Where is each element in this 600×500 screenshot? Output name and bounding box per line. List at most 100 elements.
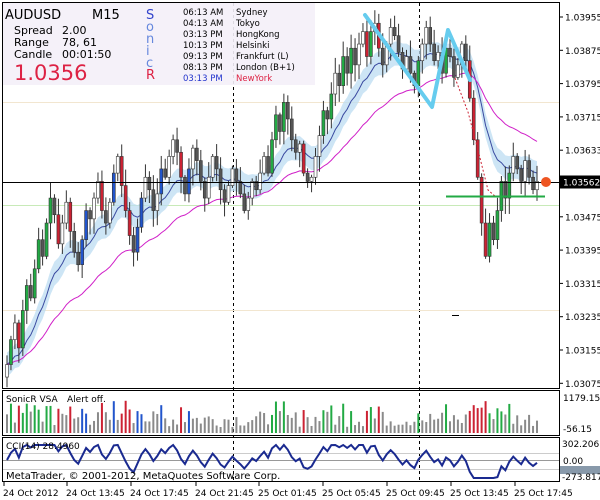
candle — [179, 146, 183, 194]
candle — [293, 133, 298, 160]
vsa-bar — [211, 419, 214, 433]
main-chart-frame — [2, 2, 560, 389]
candle — [115, 153, 120, 182]
vsa-bar — [231, 426, 234, 433]
candle — [369, 19, 373, 65]
market-sessions: 06:13 AM Sydney 04:13 AM Tokyo 03:13 PM HongK… — [183, 8, 295, 84]
vsa-bar — [247, 422, 250, 433]
candle — [40, 229, 45, 266]
session-name: London (B+1) — [236, 63, 295, 73]
time-tick-label: 25 Oct 05:45 — [322, 489, 381, 499]
vsa-bar — [326, 411, 329, 433]
vsa-bar — [464, 414, 467, 433]
signal-dot — [541, 177, 551, 187]
vsa-bar — [480, 407, 483, 433]
vsa-bar — [532, 425, 535, 433]
vsa-bar — [227, 419, 230, 433]
candle — [135, 218, 140, 261]
vsa-bar — [445, 404, 448, 433]
vsa-bar — [476, 408, 479, 433]
session-time: 03:13 PM — [183, 30, 223, 40]
vsa-bar — [61, 413, 64, 433]
vsa-bar — [377, 406, 380, 433]
candle — [258, 159, 262, 194]
vsa-bar — [433, 419, 436, 433]
vsa-bar — [302, 410, 305, 433]
candle — [88, 207, 92, 235]
candle — [432, 29, 436, 66]
candle — [32, 259, 37, 304]
candle — [242, 184, 247, 214]
session-name: Helsinki — [236, 41, 269, 51]
vsa-bar — [346, 426, 349, 433]
candle — [187, 158, 191, 203]
candle — [428, 16, 433, 52]
price-tick-label: 1.03875 — [565, 47, 600, 57]
vsa-bar — [330, 405, 333, 433]
vsa-bar — [456, 419, 459, 433]
candle — [365, 15, 369, 67]
vsa-bar — [9, 403, 12, 433]
session-time: 08:13 PM — [183, 63, 223, 73]
candle — [341, 41, 345, 94]
vsa-bar — [282, 401, 285, 433]
candle — [80, 235, 84, 279]
vsa-bar — [286, 414, 289, 433]
cci-upper-tag — [560, 439, 600, 449]
vsa-bar — [290, 417, 293, 433]
candle — [452, 48, 456, 87]
vsa-bar — [45, 406, 48, 433]
candle — [234, 159, 239, 196]
candle — [424, 20, 429, 60]
candle — [286, 95, 290, 135]
candle — [147, 171, 152, 203]
candle — [218, 157, 223, 205]
candle — [191, 144, 195, 186]
vsa-bar — [536, 420, 538, 433]
candle — [210, 154, 215, 182]
vsa-bar — [389, 421, 392, 433]
candle — [487, 213, 492, 263]
candle — [313, 147, 318, 185]
price-tick-label: 1.03075 — [565, 380, 600, 390]
candle — [123, 169, 128, 218]
vsa-bar — [17, 405, 20, 433]
candle — [64, 190, 69, 230]
vsa-bar — [136, 411, 139, 433]
vsa-bar — [140, 414, 143, 433]
candle — [349, 34, 353, 89]
price-tick-label: 1.03795 — [565, 80, 600, 90]
candle — [325, 106, 330, 135]
vsa-bar — [421, 420, 424, 433]
candle — [483, 208, 488, 259]
vsa-bar — [6, 414, 8, 433]
sonic-letter: S — [146, 8, 154, 23]
vsa-bar — [322, 410, 325, 433]
time-tick-label: 24 Oct 17:45 — [130, 489, 189, 499]
vsa-bar — [223, 419, 226, 433]
vsa-bar — [425, 422, 428, 433]
candle — [321, 100, 326, 144]
candle — [345, 47, 349, 86]
candle — [246, 191, 251, 220]
candle-label: Candle — [14, 48, 52, 61]
vsa-bar — [405, 421, 408, 433]
vsa-bar — [413, 421, 416, 433]
vsa-bar — [373, 418, 376, 433]
candle — [214, 144, 219, 182]
candle — [392, 15, 397, 41]
cci-title: CCI(14) 28.4960 — [6, 442, 80, 452]
vsa-bar — [183, 422, 186, 433]
vsa-bar — [251, 420, 254, 433]
vsa-bar — [259, 411, 262, 433]
vsa-max-label: 1179.15 — [563, 394, 600, 404]
vsa-bar — [160, 405, 163, 433]
vsa-bar — [100, 402, 103, 433]
candle — [278, 112, 282, 145]
candle — [491, 215, 496, 246]
candle — [44, 218, 49, 260]
vsa-bar — [168, 426, 171, 433]
vsa-bar — [512, 423, 515, 433]
range-value: 78, 61 — [62, 36, 97, 49]
